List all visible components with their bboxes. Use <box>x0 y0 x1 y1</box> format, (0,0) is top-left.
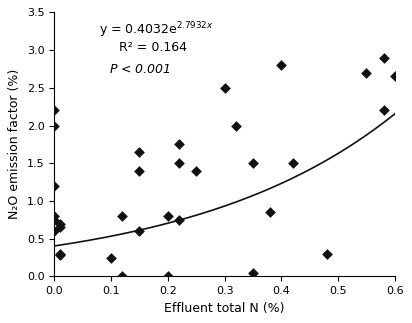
Point <box>136 168 143 173</box>
Point <box>323 251 330 256</box>
Point <box>250 270 256 275</box>
Point <box>57 221 63 226</box>
Point <box>164 214 171 219</box>
Text: R² = 0.164: R² = 0.164 <box>119 41 187 54</box>
Point <box>108 255 115 260</box>
Point <box>289 161 296 166</box>
Y-axis label: N₂O emission factor (%): N₂O emission factor (%) <box>8 69 21 220</box>
Point <box>278 63 285 68</box>
Point <box>363 70 370 75</box>
Point <box>51 183 58 188</box>
Point <box>193 168 199 173</box>
Point <box>176 161 183 166</box>
Point <box>221 85 228 90</box>
Point <box>119 274 126 279</box>
Point <box>267 210 273 215</box>
Point <box>51 229 58 234</box>
Text: $P$ < 0.001: $P$ < 0.001 <box>109 63 171 76</box>
Point <box>57 225 63 230</box>
Point <box>119 214 126 219</box>
Point <box>164 274 171 279</box>
Point <box>380 108 387 113</box>
Point <box>380 55 387 60</box>
Point <box>51 214 58 219</box>
Point <box>51 108 58 113</box>
Point <box>176 217 183 223</box>
Point <box>57 251 63 256</box>
Point <box>51 123 58 128</box>
Point <box>233 123 239 128</box>
Point <box>176 142 183 147</box>
Point <box>391 74 398 79</box>
X-axis label: Effluent total N (%): Effluent total N (%) <box>164 302 285 315</box>
Point <box>51 217 58 223</box>
Point <box>57 253 63 258</box>
Point <box>250 161 256 166</box>
Point <box>136 149 143 154</box>
Text: y = 0.4032e$^{2.7932x}$: y = 0.4032e$^{2.7932x}$ <box>98 20 213 40</box>
Point <box>136 229 143 234</box>
